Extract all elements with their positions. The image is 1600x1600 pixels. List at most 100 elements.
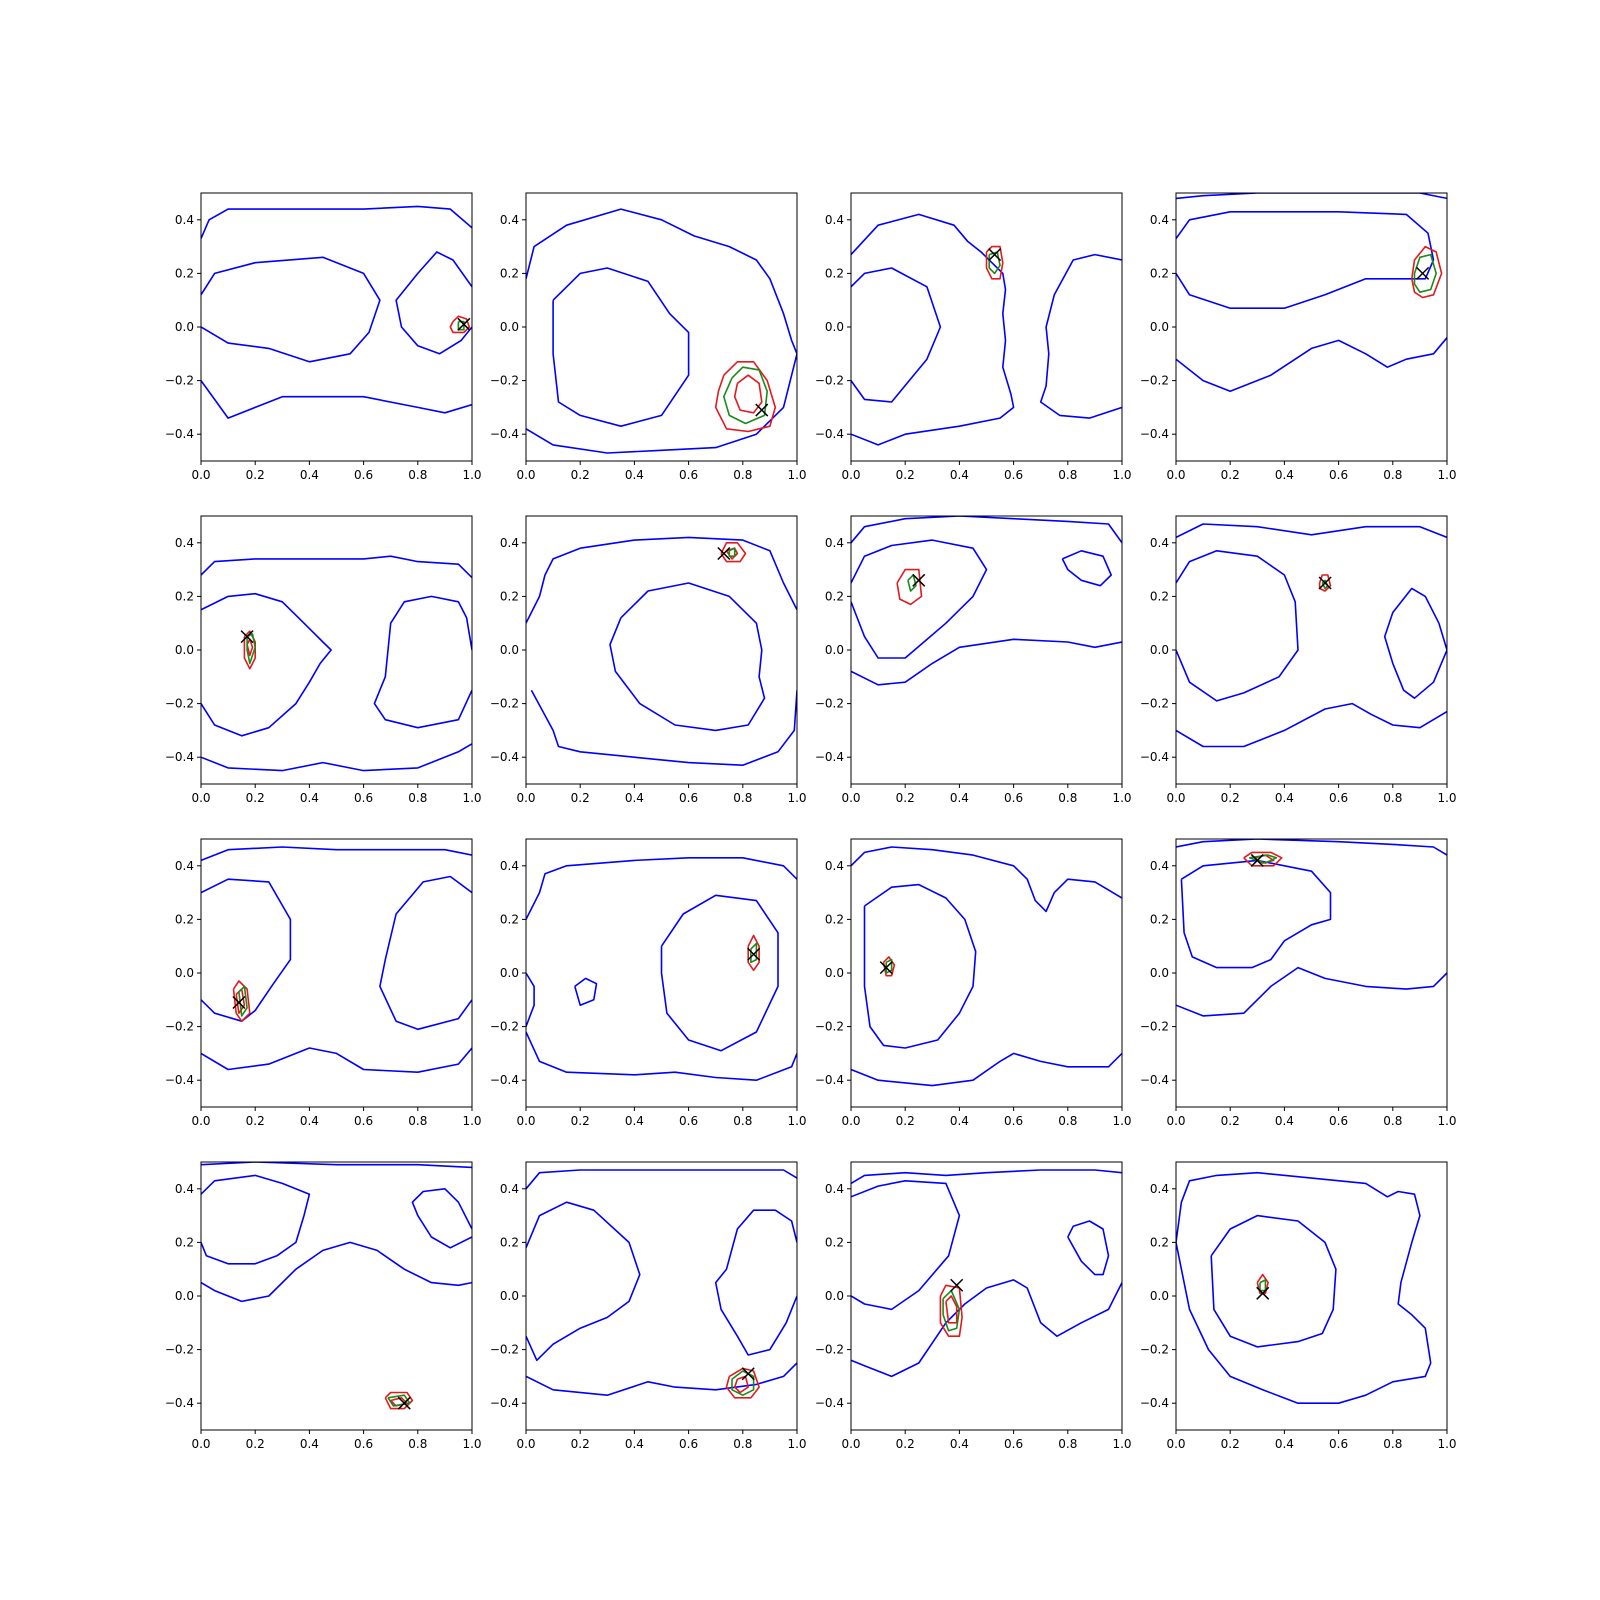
green-contour-1 xyxy=(723,366,768,425)
y-tick-label: 0.0 xyxy=(825,1289,844,1303)
x-tick-label: 0.6 xyxy=(1004,1437,1023,1451)
y-tick-label: 0.0 xyxy=(1150,643,1169,657)
blue-contour-2 xyxy=(201,1174,311,1265)
x-tick-label: 0.8 xyxy=(1383,1114,1402,1128)
plot-area xyxy=(526,857,797,1081)
x-marker xyxy=(755,403,769,417)
plot-area xyxy=(1176,839,1447,1017)
x-tick-label: 0.4 xyxy=(625,791,644,805)
y-tick-label: −0.4 xyxy=(490,1396,519,1410)
x-marker xyxy=(741,1367,755,1381)
blue-contour-1 xyxy=(526,208,797,355)
x-tick-label: 0.2 xyxy=(571,1437,590,1451)
blue-contour-2 xyxy=(863,883,977,1049)
y-tick-label: −0.4 xyxy=(165,1073,194,1087)
y-tick-label: 0.0 xyxy=(500,966,519,980)
blue-contour-2 xyxy=(201,878,292,1022)
green-contour-1 xyxy=(1413,253,1437,293)
plot-area xyxy=(1176,1171,1432,1404)
y-tick-label: 0.2 xyxy=(825,1235,844,1249)
x-marker xyxy=(912,573,926,587)
blue-contour-1 xyxy=(201,1162,472,1169)
y-tick-label: 0.4 xyxy=(500,1182,519,1196)
y-tick-label: −0.4 xyxy=(490,427,519,441)
x-tick-label: 0.4 xyxy=(1275,1114,1294,1128)
red-contour-1 xyxy=(384,1391,414,1410)
y-tick-label: 0.0 xyxy=(1150,1289,1169,1303)
x-marker xyxy=(457,317,471,331)
blue-contour-4 xyxy=(851,638,1122,686)
x-tick-label: 1.0 xyxy=(1112,791,1131,805)
x-tick-label: 0.2 xyxy=(571,1114,590,1128)
x-tick-label: 0.8 xyxy=(1383,468,1402,482)
blue-contour-4 xyxy=(201,743,472,772)
y-tick-label: 0.0 xyxy=(1150,320,1169,334)
x-tick-label: 0.4 xyxy=(950,791,969,805)
green-contour-1 xyxy=(387,1394,411,1407)
blue-contour-4 xyxy=(1176,702,1447,748)
x-tick-label: 0.0 xyxy=(191,468,210,482)
red-contour-1 xyxy=(243,630,256,670)
y-tick-label: 0.4 xyxy=(1150,859,1169,873)
y-tick-label: −0.2 xyxy=(1140,374,1169,388)
y-tick-label: −0.4 xyxy=(490,750,519,764)
x-marker xyxy=(232,995,246,1010)
y-tick-label: −0.4 xyxy=(1140,750,1169,764)
x-tick-label: 0.8 xyxy=(1058,1114,1077,1128)
y-tick-label: −0.2 xyxy=(165,1020,194,1034)
x-marker xyxy=(717,546,731,561)
x-marker xyxy=(1250,853,1264,867)
green-contour-1 xyxy=(731,1370,755,1396)
x-tick-label: 0.8 xyxy=(1383,1437,1402,1451)
x-tick-label: 0.4 xyxy=(950,1114,969,1128)
subplot-1: 0.0 0.2 0.4 0.6 0.8 1.0 −0.4 −0.2 0.0 0.2 0.4 xyxy=(165,192,482,482)
blue-contour-2 xyxy=(526,972,535,1027)
plot-area xyxy=(851,846,1122,1087)
y-tick-label: −0.2 xyxy=(1140,1020,1169,1034)
y-tick-label: 0.0 xyxy=(500,320,519,334)
y-tick-label: 0.4 xyxy=(500,536,519,550)
blue-contour-2 xyxy=(526,1201,641,1362)
y-tick-label: −0.4 xyxy=(165,750,194,764)
subplot-8: 0.0 0.2 0.4 0.6 0.8 1.0 −0.4 −0.2 0.0 0.2 0.4 xyxy=(1140,515,1457,805)
plot-area xyxy=(1176,523,1447,748)
y-tick-label: 0.2 xyxy=(500,1235,519,1249)
x-tick-label: 0.0 xyxy=(841,1114,860,1128)
x-tick-label: 0.4 xyxy=(1275,1437,1294,1451)
y-tick-label: 0.4 xyxy=(500,213,519,227)
y-tick-label: 0.2 xyxy=(1150,912,1169,926)
y-tick-label: 0.2 xyxy=(825,266,844,280)
x-tick-label: 0.2 xyxy=(246,791,265,805)
blue-contour-1 xyxy=(201,205,472,239)
x-tick-label: 0.8 xyxy=(1058,1437,1077,1451)
y-tick-label: −0.4 xyxy=(815,1396,844,1410)
subplot-2: 0.0 0.2 0.4 0.6 0.8 1.0 −0.4 −0.2 0.0 0.2 0.4 xyxy=(490,192,807,482)
y-tick-label: −0.2 xyxy=(815,374,844,388)
subplot-12: 0.0 0.2 0.4 0.6 0.8 1.0 −0.4 −0.2 0.0 0.2 0.4 xyxy=(1140,838,1457,1128)
x-tick-label: 1.0 xyxy=(787,1437,806,1451)
blue-contour-3 xyxy=(395,251,472,355)
y-tick-label: 0.4 xyxy=(175,213,194,227)
red-contour-1 xyxy=(1411,245,1443,299)
blue-contour-1 xyxy=(851,846,1122,913)
plot-area xyxy=(526,536,797,766)
x-tick-label: 0.4 xyxy=(1275,468,1294,482)
x-tick-label: 0.0 xyxy=(1166,1437,1185,1451)
x-tick-label: 0.6 xyxy=(1004,1114,1023,1128)
y-tick-label: −0.4 xyxy=(1140,1396,1169,1410)
red-contour-1 xyxy=(747,934,760,972)
red-contour-1 xyxy=(232,980,251,1022)
y-tick-label: 0.2 xyxy=(825,912,844,926)
blue-contour-1 xyxy=(526,1169,797,1190)
x-tick-label: 0.2 xyxy=(1221,791,1240,805)
red-contour-1 xyxy=(449,315,471,334)
y-tick-label: −0.4 xyxy=(165,1396,194,1410)
y-tick-label: 0.2 xyxy=(175,266,194,280)
blue-contour-2 xyxy=(1176,211,1435,309)
blue-contour-2 xyxy=(201,256,381,363)
x-tick-label: 1.0 xyxy=(1112,1437,1131,1451)
x-tick-label: 0.2 xyxy=(896,1437,915,1451)
y-tick-label: 0.4 xyxy=(1150,536,1169,550)
y-tick-label: −0.4 xyxy=(165,427,194,441)
